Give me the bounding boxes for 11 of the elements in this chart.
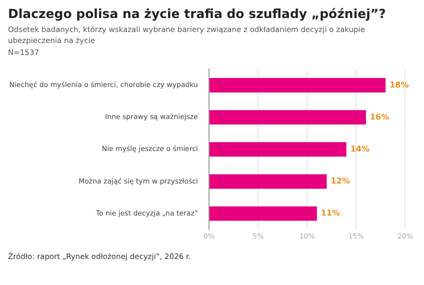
data-label: 16%	[370, 112, 390, 122]
bar	[210, 78, 386, 92]
bar	[210, 174, 327, 189]
bar	[210, 110, 366, 125]
data-label: 18%	[390, 80, 409, 90]
data-label: 14%	[350, 144, 370, 154]
data-label: 12%	[330, 176, 350, 186]
data-label: 11%	[320, 208, 340, 218]
chart-title: Dlaczego polisa na życie trafia do szuflady „później”?	[8, 6, 387, 21]
bar	[210, 142, 346, 157]
bar	[210, 206, 317, 221]
